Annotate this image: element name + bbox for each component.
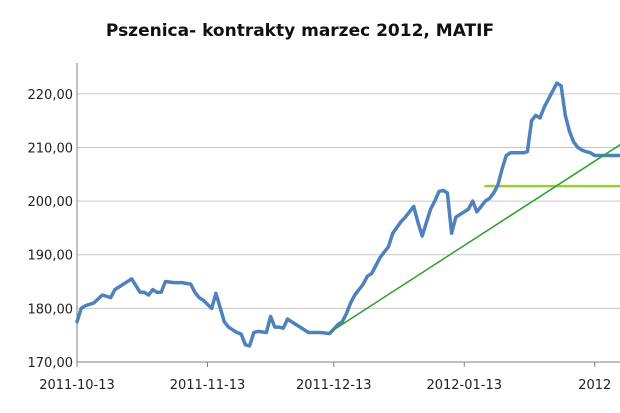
x-tick-label: 2012 [578, 378, 611, 393]
y-tick-label: 190,00 [28, 249, 74, 264]
chart-title: Pszenica- kontrakty marzec 2012, MATIF [106, 21, 494, 41]
series-layer [75, 81, 620, 348]
trend-line [328, 144, 620, 334]
x-tick-label: 2011-10-13 [39, 378, 115, 393]
y-tick-label: 210,00 [28, 141, 74, 156]
y-tick-label: 170,00 [28, 356, 74, 371]
y-tick-label: 220,00 [28, 88, 74, 103]
y-tick-label: 180,00 [28, 302, 74, 317]
tick-labels: 170,00 180,00 190,00 200,00 210,00 220,00 2011… [28, 88, 612, 393]
y-tick-label: 200,00 [28, 195, 74, 210]
price-series-line [75, 81, 620, 348]
x-tick-label: 2011-11-13 [170, 378, 246, 393]
x-tick-label: 2011-12-13 [296, 378, 372, 393]
x-tick-label: 2012-01-13 [426, 378, 502, 393]
gridlines [77, 93, 620, 363]
axes [76, 63, 620, 367]
